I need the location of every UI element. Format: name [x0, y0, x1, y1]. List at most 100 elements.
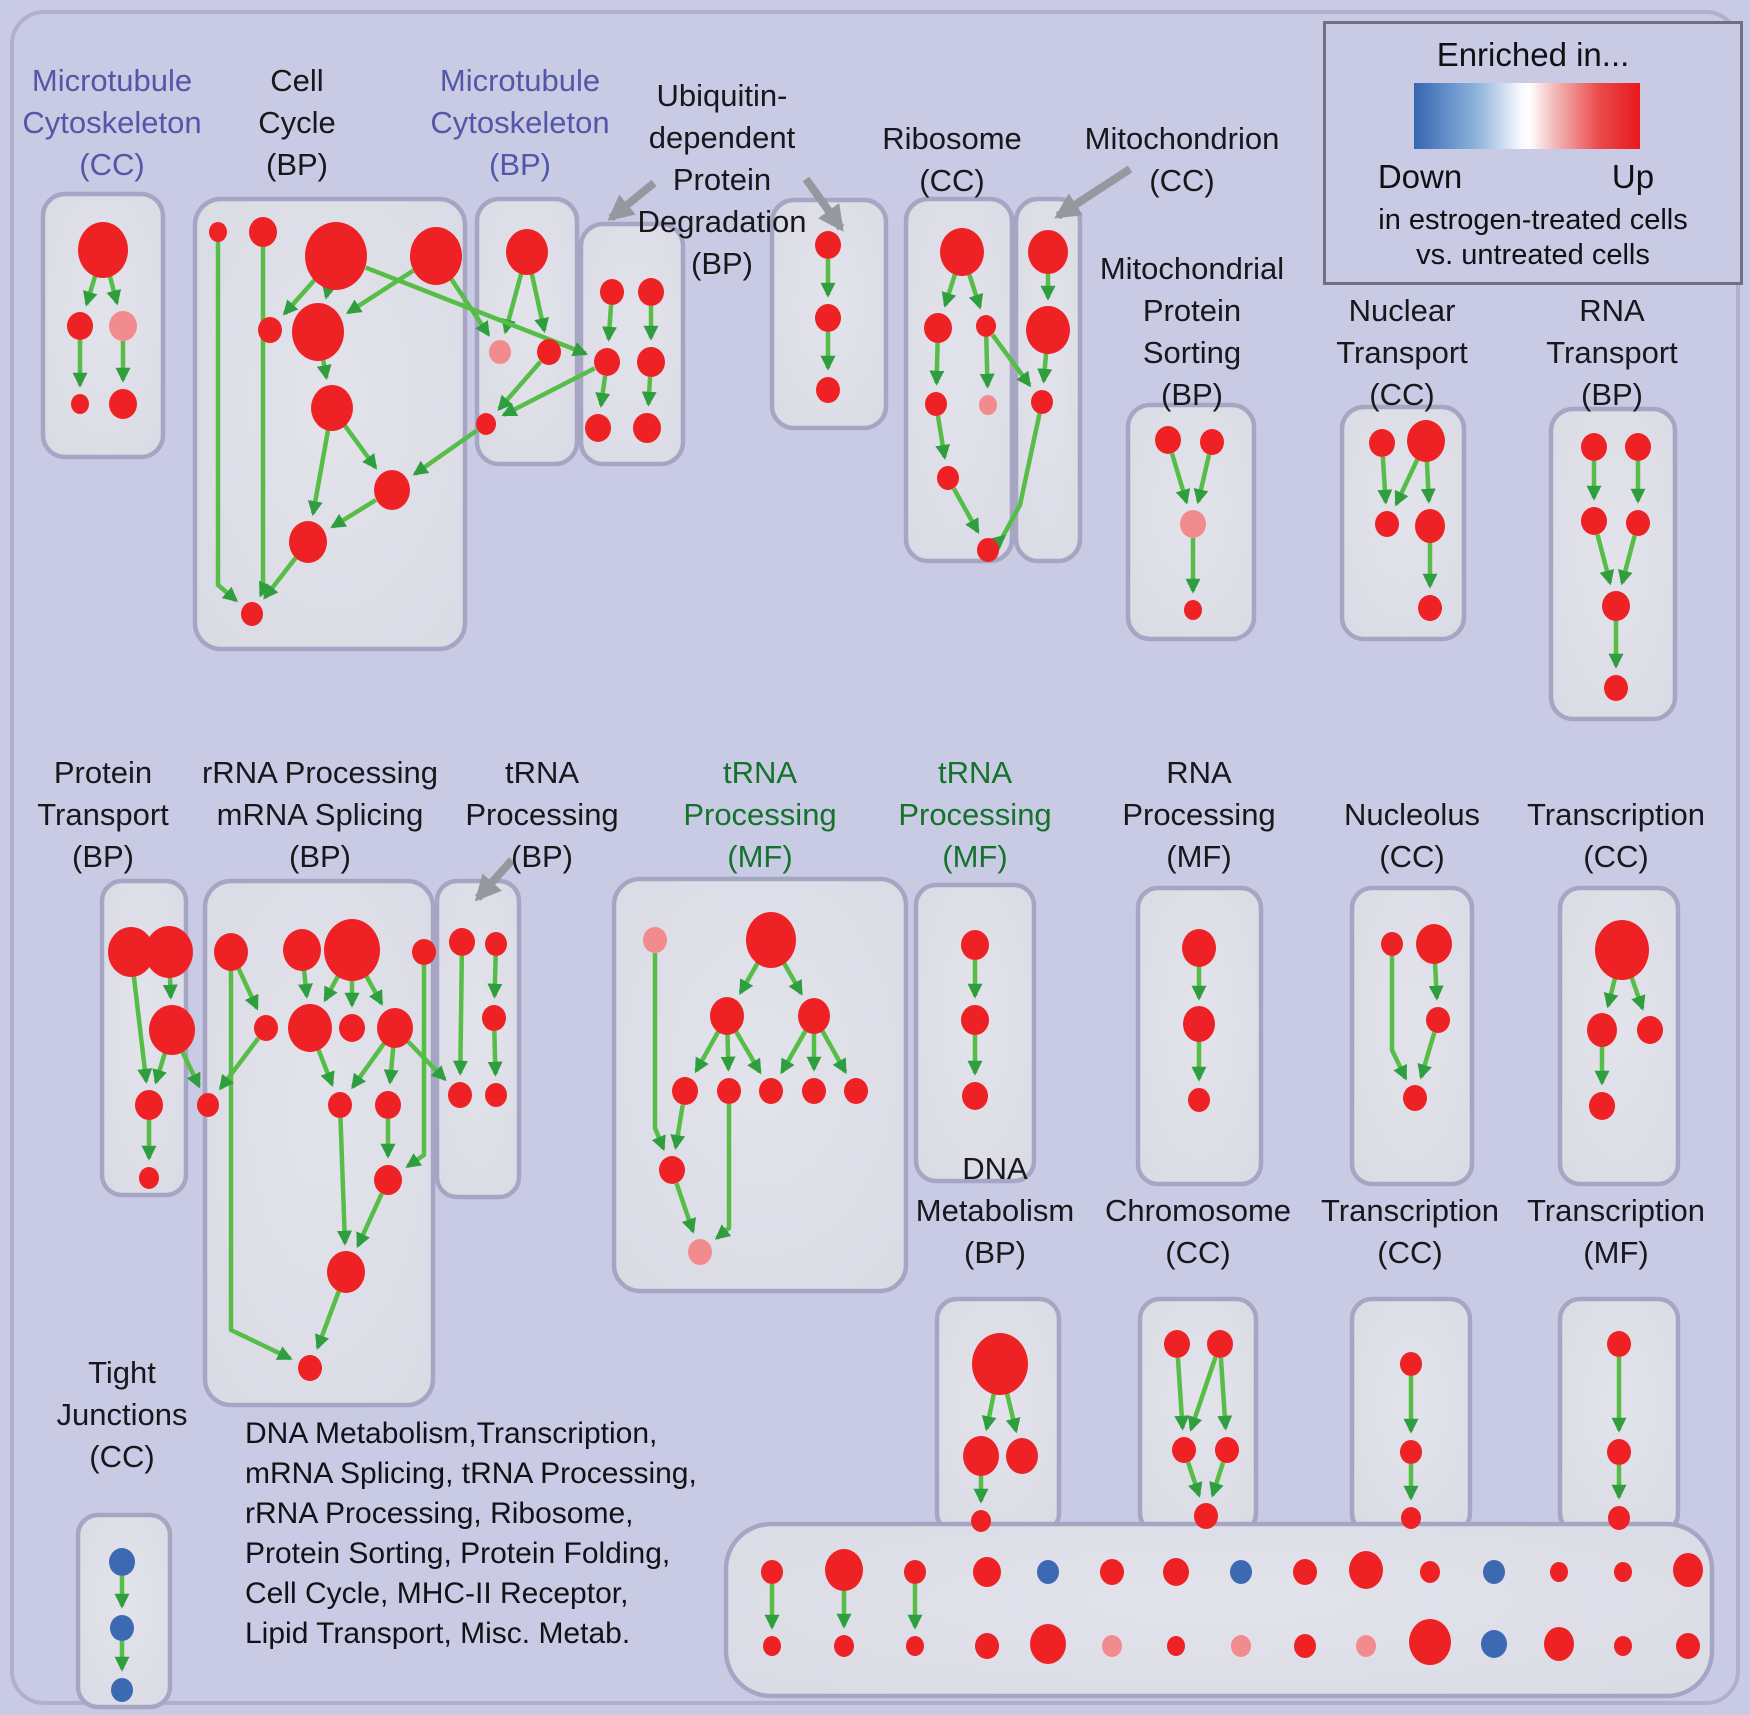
gene-node-q5 [254, 1015, 278, 1041]
gene-node-r4 [925, 392, 947, 416]
gene-node-wt3 [904, 1560, 926, 1584]
gene-node-s4 [1184, 600, 1202, 620]
gene-node-qx [197, 1093, 219, 1117]
gene-node-wb12 [1481, 1630, 1507, 1658]
cluster-label-trna-bp: tRNA Processing (BP) [465, 752, 618, 878]
gene-node-q13 [298, 1355, 322, 1381]
gene-node-tj2 [110, 1615, 134, 1641]
gene-node-a1 [78, 222, 128, 278]
gene-node-q1 [214, 933, 248, 971]
gene-node-s1 [1155, 426, 1181, 454]
cluster-label-nuclear-transport: Nuclear Transport (CC) [1336, 290, 1468, 416]
cluster-label-protein-transport: Protein Transport (BP) [37, 752, 169, 878]
cluster-label-line: Protein [672, 162, 772, 197]
gene-node-n3 [1375, 511, 1399, 537]
gene-node-wt4 [973, 1557, 1001, 1587]
edge [979, 336, 995, 389]
cluster-label-ubiquitin: Ubiquitin-dependent Protein Degradation (BP… [638, 75, 807, 285]
cluster-box-microtubule-cc [40, 191, 166, 460]
edge [337, 1117, 353, 1246]
gene-node-g4 [1626, 510, 1650, 536]
edge [674, 1182, 697, 1234]
gene-node-h3 [962, 1082, 988, 1110]
gene-node-wt14 [1614, 1562, 1632, 1582]
cluster-label-line: Protein [1142, 293, 1242, 328]
edge [820, 1029, 848, 1075]
gene-node-d3 [1006, 1438, 1038, 1474]
edge [981, 1391, 997, 1432]
cluster-label-ribosome: Ribosome (CC) [882, 118, 1022, 202]
gene-node-wb5 [1030, 1624, 1066, 1664]
cluster-label-line: Metabolism [915, 1193, 1075, 1228]
gene-node-a3 [109, 311, 137, 341]
gene-node-c7 [311, 385, 353, 431]
cluster-label-line: Chromosome [1104, 1193, 1292, 1228]
edge [83, 274, 98, 307]
cluster-label-line: (BP) [691, 246, 753, 281]
legend-subtitle-1: in estrogen-treated cells [1378, 204, 1688, 236]
edge [298, 969, 313, 999]
edge [734, 1030, 762, 1075]
gene-node-ch4 [1215, 1437, 1239, 1463]
gene-node-zl [710, 997, 744, 1035]
cluster-label-nucleolus: Nucleolus (CC) [1344, 794, 1480, 878]
cluster-box-rrna-mrna [202, 878, 436, 1408]
gene-node-n5 [1418, 595, 1442, 621]
gene-node-wt9 [1293, 1559, 1317, 1585]
gene-node-e1 [1381, 932, 1403, 956]
gene-node-tj1 [109, 1548, 135, 1576]
gene-node-c4 [410, 227, 462, 285]
cluster-label-line: Processing [683, 797, 837, 832]
edge [345, 268, 415, 315]
gene-node-wb8 [1231, 1635, 1251, 1657]
edge [1420, 460, 1436, 504]
cluster-label-line: Nuclear [1348, 293, 1456, 328]
cluster-box-transcription-cc [1557, 885, 1681, 1187]
cluster-label-line: rRNA Processing [201, 755, 439, 790]
gene-node-a4 [71, 394, 89, 414]
gene-node-tm1 [1607, 1331, 1631, 1357]
cluster-label-line: Processing [465, 797, 619, 832]
gene-node-w2 [1026, 306, 1070, 354]
cluster-label-line: Processing [1122, 797, 1276, 832]
gene-node-wb9 [1294, 1634, 1316, 1658]
gene-node-g5 [1602, 591, 1630, 621]
gene-node-zb4 [802, 1078, 826, 1104]
cluster-label-tight-junctions: Tight Junctions (CC) [57, 1352, 188, 1478]
gene-node-tm2 [1607, 1439, 1631, 1465]
gene-node-p2 [145, 926, 193, 978]
gene-node-wt1 [761, 1560, 783, 1584]
gene-node-c9 [289, 521, 327, 563]
gene-node-s3 [1180, 510, 1206, 538]
gene-node-u3 [594, 348, 620, 376]
gene-node-j2 [688, 1239, 712, 1265]
caption-line: Protein Sorting, Protein Folding, [245, 1537, 671, 1570]
edge [990, 333, 1032, 388]
label-pointer-arrow [1054, 165, 1133, 220]
cluster-label-rna-processing-mf: RNA Processing (MF) [1122, 752, 1275, 878]
cluster-box-mixed-cluster [723, 1521, 1715, 1699]
gene-node-w3 [1031, 390, 1053, 414]
label-pointer-arrow [802, 176, 845, 232]
edge [714, 1104, 732, 1240]
edge [1193, 454, 1212, 505]
cluster-label-line: tRNA [722, 755, 798, 790]
gene-node-r3 [976, 315, 996, 337]
cluster-label-line: tRNA [504, 755, 580, 790]
gene-node-d4 [971, 1510, 991, 1532]
edge [641, 376, 657, 407]
cluster-label-line: Transcription [1320, 1193, 1500, 1228]
gene-node-g3 [1581, 507, 1607, 535]
gene-node-v3 [816, 377, 840, 403]
caption-line: Cell Cycle, MHC-II Receptor, [245, 1577, 629, 1610]
gene-node-zr [798, 998, 830, 1034]
cluster-label-line: Mitochondrion [1084, 121, 1280, 156]
edge [1004, 1391, 1021, 1434]
edge [1394, 458, 1420, 507]
edge [323, 974, 341, 1003]
gene-node-r2 [924, 313, 952, 343]
gene-node-z1 [746, 912, 796, 968]
gene-node-u6 [633, 413, 661, 443]
cluster-label-line: (CC) [1165, 1235, 1231, 1270]
